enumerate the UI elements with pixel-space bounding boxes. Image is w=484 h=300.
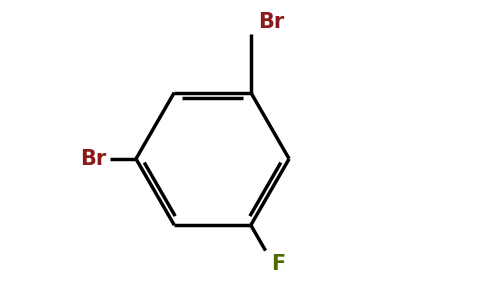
- Text: F: F: [272, 254, 286, 274]
- Text: Br: Br: [258, 12, 285, 32]
- Text: Br: Br: [80, 149, 106, 169]
